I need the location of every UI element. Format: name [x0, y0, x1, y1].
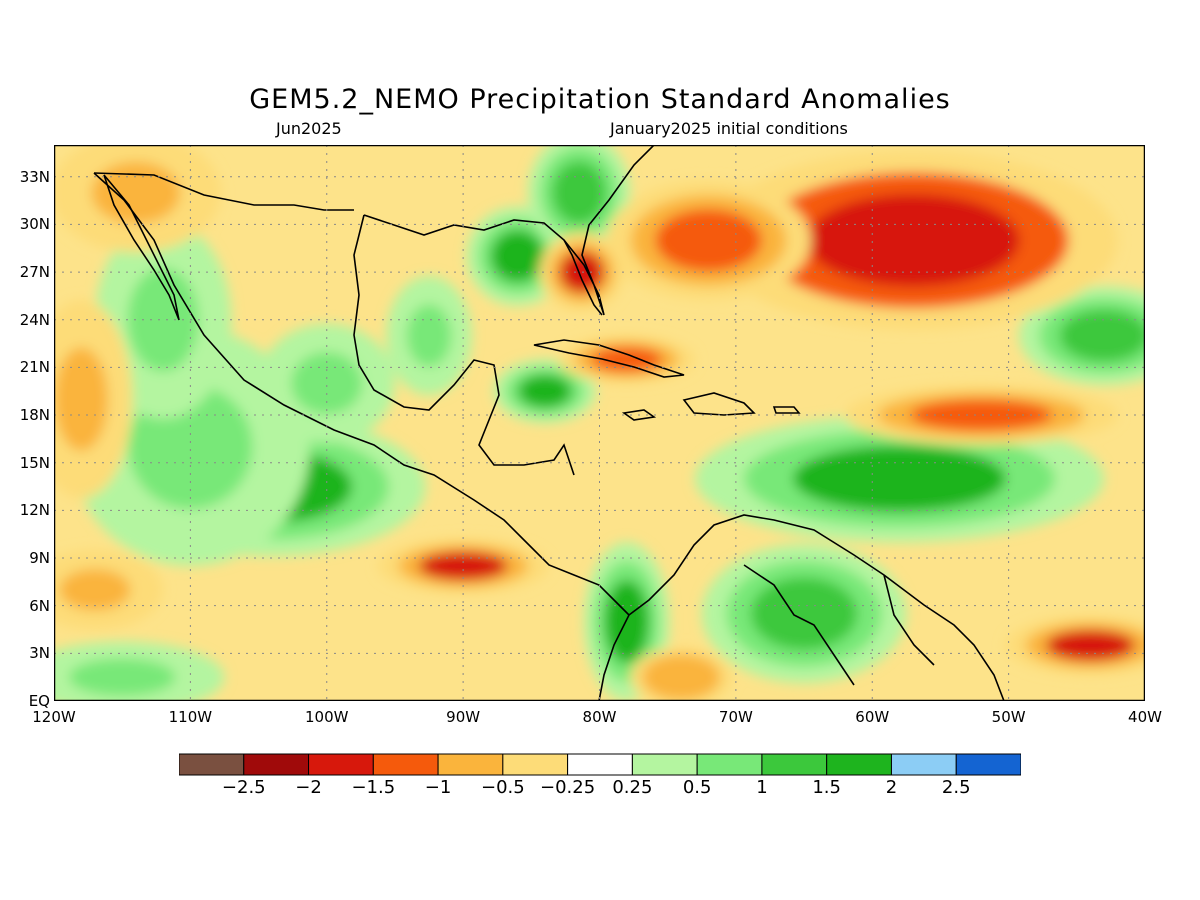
lat-label-9N: 9N: [29, 549, 50, 568]
anomaly-region-6-level-2: [518, 374, 572, 408]
anomaly-region-12-level-2: [127, 268, 199, 372]
lon-label-40W: 40W: [1128, 708, 1162, 726]
coastline-florida: [563, 239, 603, 316]
anomaly-region-17-level-2: [910, 399, 1053, 431]
anomaly-region-19-level-2: [591, 347, 663, 372]
colorbar-swatch-2: [308, 753, 374, 776]
coastline-mexico-pacific: [93, 172, 630, 616]
colorbar-label-2: −1.5: [351, 777, 396, 798]
lon-label-50W: 50W: [991, 708, 1026, 726]
colorbar-label-7: 0.5: [682, 777, 712, 798]
precipitation-anomaly-map: [54, 145, 1145, 701]
anomaly-region-18-level-2: [1046, 629, 1135, 661]
colorbar-swatch-7: [631, 753, 698, 776]
lon-label-80W: 80W: [582, 708, 617, 726]
lat-label-12N: 12N: [19, 501, 50, 520]
map-title: GEM5.2_NEMO Precipitation Standard Anoma…: [249, 84, 951, 115]
coastline-puerto-rico: [772, 406, 801, 414]
anomaly-region-13-level-2: [806, 193, 1020, 287]
init-conditions-label: January2025 initial conditions: [610, 119, 848, 138]
coastline-jamaica: [621, 409, 657, 421]
anomaly-region-9-level-2: [750, 577, 858, 650]
valid-month-label: Jun2025: [276, 119, 342, 138]
coastline-colombia-pacific: [598, 614, 630, 701]
colorbar-swatch-4: [437, 753, 504, 776]
coastline-south-america: [628, 514, 1005, 701]
colorbar-swatch-6: [567, 753, 633, 776]
anomaly-region-10-level-2: [604, 580, 649, 663]
lat-label-15N: 15N: [19, 453, 50, 472]
border-guyana: [883, 574, 935, 666]
coastline-hispaniola: [682, 392, 756, 416]
lon-label-60W: 60W: [855, 708, 890, 726]
lon-label-90W: 90W: [446, 708, 481, 726]
lat-label-30N: 30N: [19, 215, 50, 234]
lon-label-100W: 100W: [305, 708, 349, 726]
anomaly-region-7-level-2: [793, 445, 1006, 512]
anomaly-region-8-level-2: [1059, 309, 1145, 362]
lat-label-3N: 3N: [29, 644, 50, 663]
colorbar-swatch-1: [243, 753, 310, 776]
colorbar-label-3: −1: [424, 777, 452, 798]
colorbar-label-4: −0.5: [480, 777, 525, 798]
lat-label-27N: 27N: [19, 263, 50, 282]
anomaly-region-20-level-2: [91, 161, 181, 224]
colorbar-swatch-10: [826, 753, 892, 776]
coastline-baja: [103, 174, 180, 321]
colorbar-swatch-3: [372, 753, 439, 776]
anomaly-region-16-level-2: [418, 551, 508, 581]
colorbar-swatch-0: [179, 753, 245, 776]
anomaly-region-3-level-2: [406, 304, 452, 367]
colorbar-swatch-11: [890, 753, 957, 776]
anomaly-region-5-level-2: [552, 161, 606, 224]
colorbar-swatch-5: [502, 753, 569, 776]
map-frame: [54, 145, 1145, 701]
colorbar-label-5: −0.25: [540, 777, 596, 798]
anomaly-region-14-level-2: [655, 209, 762, 272]
lat-label-24N: 24N: [19, 310, 50, 329]
anomaly-region-23-level-2: [54, 347, 108, 451]
colorbar-swatch-9: [761, 753, 828, 776]
colorbar-swatch-12: [955, 753, 1021, 776]
lat-label-21N: 21N: [19, 358, 50, 377]
lat-label-33N: 33N: [19, 167, 50, 186]
lon-label-120W: 120W: [32, 708, 76, 726]
colorbar-label-9: 1.5: [812, 777, 841, 798]
colorbar-label-1: −2: [295, 777, 322, 798]
gridlines: [54, 145, 1145, 701]
colorbar-label-6: 0.25: [612, 777, 653, 798]
coastline-us-gulf: [363, 145, 655, 316]
anomaly-region-21-level-2: [59, 569, 131, 611]
lat-label-18N: 18N: [19, 406, 50, 425]
coastline-layer: [93, 145, 1005, 701]
colorbar-label-0: −2.5: [221, 777, 266, 798]
coastline-cuba: [533, 339, 685, 378]
border-us-mexico: [93, 172, 354, 211]
anomaly-region-2-level-2: [291, 352, 363, 415]
colorbar-label-8: 1: [756, 777, 768, 798]
anomaly-layer: [54, 145, 1145, 701]
anomaly-region-22-level-2: [654, 661, 708, 693]
colorbar: [179, 753, 1021, 776]
anomaly-region-4-level-2: [491, 230, 545, 283]
lat-label-EQ: EQ: [28, 692, 50, 710]
lon-label-110W: 110W: [168, 708, 213, 726]
colorbar-label-10: 2: [885, 777, 898, 798]
lat-label-6N: 6N: [29, 596, 50, 615]
colorbar-swatch-8: [696, 753, 763, 776]
anomaly-region-11-level-2: [69, 658, 176, 696]
colorbar-label-11: 2.5: [941, 777, 971, 798]
lon-label-70W: 70W: [718, 708, 753, 726]
coastline-gulf-mexico: [353, 214, 575, 476]
border-venezuela: [743, 564, 855, 686]
